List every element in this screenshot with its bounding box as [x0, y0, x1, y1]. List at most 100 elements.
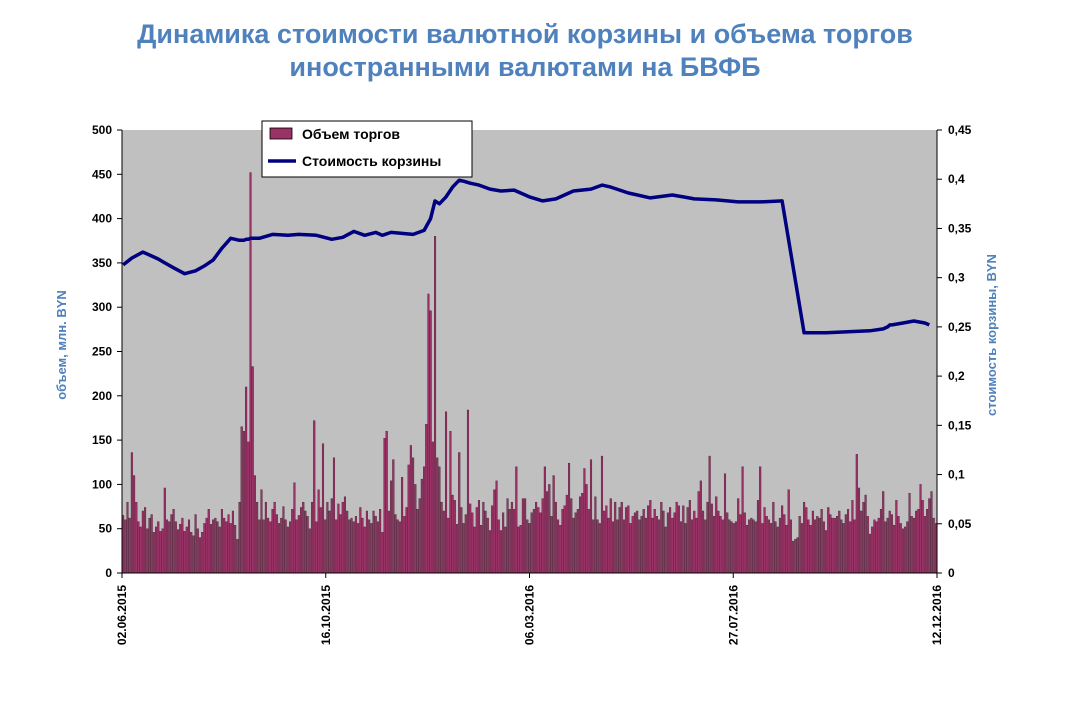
- volume-bar: [871, 527, 873, 573]
- volume-bar: [219, 527, 221, 573]
- volume-bar: [199, 538, 201, 573]
- volume-bar: [190, 532, 192, 573]
- volume-bar: [322, 444, 324, 573]
- volume-bar: [759, 467, 761, 573]
- volume-bar: [915, 511, 917, 573]
- volume-bar: [388, 511, 390, 573]
- volume-bar: [206, 518, 208, 573]
- volume-bar: [458, 453, 460, 573]
- volume-bar: [144, 507, 146, 573]
- volume-bar: [786, 525, 788, 573]
- y-left-tick-label: 100: [92, 477, 112, 491]
- volume-bar: [889, 511, 891, 573]
- volume-bar: [133, 476, 135, 573]
- volume-bar: [171, 515, 173, 573]
- volume-bar: [179, 524, 181, 573]
- volume-bar: [289, 522, 291, 573]
- volume-bar: [858, 488, 860, 573]
- volume-bar: [256, 502, 258, 573]
- volume-bar: [750, 518, 752, 573]
- volume-bar: [230, 523, 232, 573]
- volume-bar: [269, 522, 271, 573]
- volume-bar: [386, 431, 388, 573]
- volume-bar: [709, 456, 711, 573]
- volume-bar: [450, 431, 452, 573]
- volume-bar: [300, 507, 302, 573]
- volume-bar: [485, 511, 487, 573]
- volume-bar: [447, 518, 449, 573]
- volume-bar: [691, 520, 693, 573]
- volume-bar: [423, 467, 425, 573]
- volume-bar: [665, 527, 667, 573]
- volume-bar: [761, 523, 763, 573]
- volume-bar: [221, 509, 223, 573]
- volume-bar: [228, 515, 230, 573]
- volume-bar: [698, 491, 700, 573]
- volume-bar: [280, 518, 282, 573]
- volume-bar: [909, 493, 911, 573]
- volume-bar: [124, 520, 126, 573]
- volume-bar: [847, 509, 849, 573]
- volume-bar: [476, 507, 478, 573]
- volume-bar: [496, 481, 498, 573]
- volume-bar: [805, 507, 807, 573]
- volume-bar: [498, 520, 500, 573]
- volume-bar: [856, 454, 858, 573]
- volume-bar: [867, 516, 869, 573]
- volume-bar: [355, 516, 357, 573]
- volume-bar: [792, 541, 794, 573]
- volume-bar: [676, 502, 678, 573]
- volume-bar: [250, 173, 252, 573]
- volume-bar: [702, 511, 704, 573]
- y-right-tick-label: 0,45: [948, 123, 972, 137]
- volume-bar: [753, 520, 755, 573]
- volume-bar: [432, 442, 434, 573]
- volume-bar: [157, 522, 159, 573]
- volume-bar: [351, 518, 353, 573]
- volume-bar: [452, 495, 454, 573]
- volume-bar: [924, 516, 926, 573]
- volume-bar: [895, 500, 897, 573]
- volume-bar: [898, 516, 900, 573]
- volume-bar: [287, 527, 289, 573]
- x-tick-label: 12.12.2016: [930, 585, 944, 645]
- volume-bar: [783, 515, 785, 573]
- volume-bar: [623, 520, 625, 573]
- volume-bar: [713, 516, 715, 573]
- volume-bar: [511, 502, 513, 573]
- volume-bar: [346, 511, 348, 573]
- volume-bar: [772, 502, 774, 573]
- volume-bar: [421, 479, 423, 573]
- volume-bar: [663, 511, 665, 573]
- volume-bar: [649, 500, 651, 573]
- volume-bar: [722, 520, 724, 573]
- volume-bar: [841, 520, 843, 573]
- volume-bar: [414, 484, 416, 573]
- volume-bar: [195, 515, 197, 573]
- volume-bar: [638, 520, 640, 573]
- volume-bar: [687, 507, 689, 573]
- volume-bar: [658, 520, 660, 573]
- volume-bar: [241, 427, 243, 573]
- volume-bar: [408, 465, 410, 573]
- volume-bar: [542, 499, 544, 573]
- volume-bar: [566, 495, 568, 573]
- volume-bar: [775, 522, 777, 573]
- y-left-tick-label: 200: [92, 389, 112, 403]
- volume-bar: [320, 507, 322, 573]
- y-right-tick-label: 0,05: [948, 517, 972, 531]
- volume-bar: [562, 509, 564, 573]
- volume-bar: [225, 522, 227, 573]
- volume-bar: [724, 474, 726, 573]
- volume-bar: [390, 481, 392, 573]
- volume-bar: [214, 518, 216, 573]
- volume-bar: [854, 520, 856, 573]
- volume-bar: [366, 511, 368, 573]
- volume-bar: [344, 497, 346, 573]
- volume-bar: [197, 529, 199, 573]
- volume-bar: [305, 511, 307, 573]
- x-tick-label: 27.07.2016: [726, 585, 740, 645]
- volume-bar: [645, 518, 647, 573]
- volume-bar: [324, 520, 326, 573]
- volume-bar: [619, 507, 621, 573]
